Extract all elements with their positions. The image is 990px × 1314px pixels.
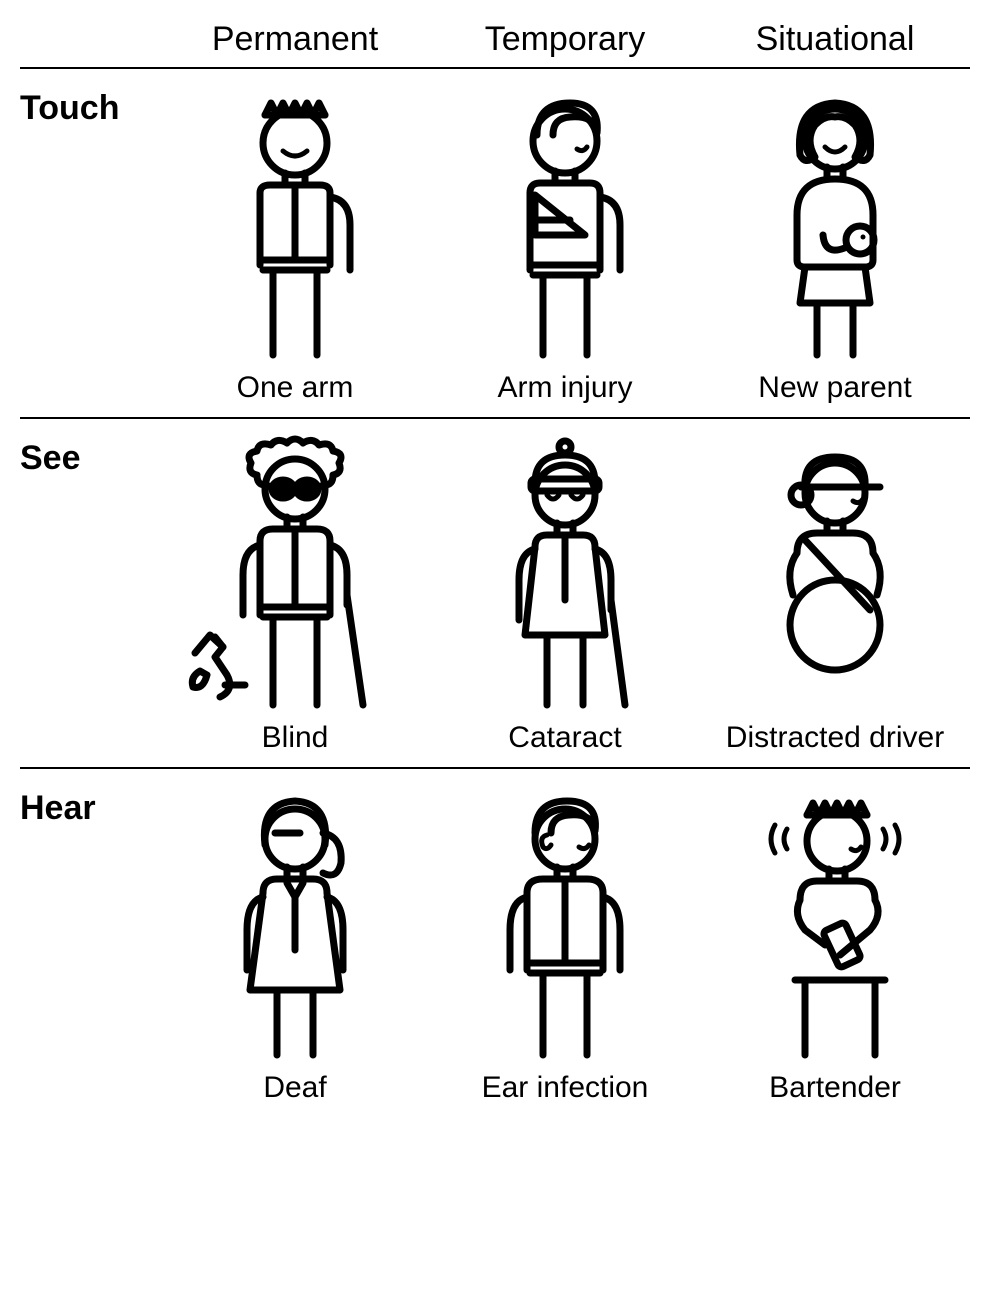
deaf-icon <box>165 785 425 1065</box>
distracted-driver-icon <box>705 435 965 715</box>
caption-distracted-driver: Distracted driver <box>726 721 944 755</box>
row-hear: Hear <box>20 769 970 1117</box>
blind-icon <box>165 435 425 715</box>
bartender-icon <box>705 785 965 1065</box>
column-headers: Permanent Temporary Situational <box>20 20 970 69</box>
cataract-icon <box>435 435 695 715</box>
col-situational: Situational <box>700 20 970 59</box>
caption-arm-injury: Arm injury <box>497 371 632 405</box>
row-label-see: See <box>20 435 160 755</box>
cell-hear-temporary: Ear infection <box>430 785 700 1105</box>
row-label-hear: Hear <box>20 785 160 1105</box>
caption-deaf: Deaf <box>263 1071 326 1105</box>
cell-see-temporary: Cataract <box>430 435 700 755</box>
persona-spectrum-grid: Permanent Temporary Situational Touch <box>20 20 970 1117</box>
arm-injury-icon <box>435 85 695 365</box>
caption-bartender: Bartender <box>769 1071 901 1105</box>
caption-blind: Blind <box>262 721 329 755</box>
caption-ear-infection: Ear infection <box>482 1071 649 1105</box>
row-label-touch: Touch <box>20 85 160 405</box>
caption-new-parent: New parent <box>758 371 911 405</box>
caption-one-arm: One arm <box>237 371 354 405</box>
one-arm-icon <box>165 85 425 365</box>
caption-cataract: Cataract <box>508 721 621 755</box>
cell-touch-temporary: Arm injury <box>430 85 700 405</box>
ear-infection-icon <box>435 785 695 1065</box>
cell-hear-situational: Bartender <box>700 785 970 1105</box>
cell-see-permanent: Blind <box>160 435 430 755</box>
col-permanent: Permanent <box>160 20 430 59</box>
cell-hear-permanent: Deaf <box>160 785 430 1105</box>
col-temporary: Temporary <box>430 20 700 59</box>
row-touch: Touch <box>20 69 970 419</box>
row-see: See <box>20 419 970 769</box>
new-parent-icon <box>705 85 965 365</box>
cell-touch-permanent: One arm <box>160 85 430 405</box>
cell-touch-situational: New parent <box>700 85 970 405</box>
cell-see-situational: Distracted driver <box>700 435 970 755</box>
